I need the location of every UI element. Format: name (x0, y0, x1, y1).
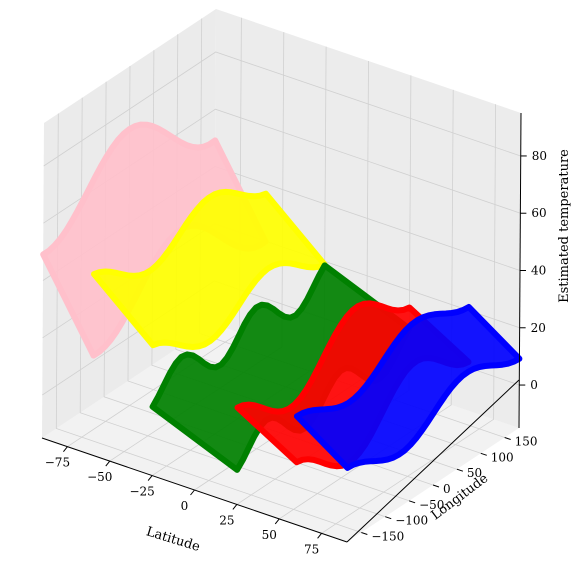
y-tick-mark (385, 516, 392, 520)
z-tick-label: 60 (531, 206, 546, 220)
x-tick-label: 0 (181, 499, 189, 513)
y-tick-mark (432, 484, 440, 488)
y-grid-line (55, 113, 362, 533)
y-tick-mark (361, 532, 368, 535)
z-tick-label: 80 (532, 149, 547, 163)
y-tick-mark (480, 452, 487, 456)
y-tick-mark (408, 500, 416, 504)
y-tick-label: −50 (419, 498, 444, 512)
y-tick-mark (504, 437, 511, 440)
z-axis-label: Estimated temperature (557, 149, 572, 303)
x-tick-mark (63, 446, 68, 452)
x-grid-line (278, 89, 454, 520)
y-tick-mark (456, 468, 464, 472)
x-tick-mark (190, 489, 195, 496)
z-tick-label: 40 (531, 264, 546, 278)
x-tick-label: 50 (262, 528, 277, 542)
x-tick-label: −25 (129, 485, 154, 499)
y-tick-label: −150 (371, 530, 404, 544)
data-points (40, 121, 523, 473)
x-tick-label: −50 (87, 470, 112, 484)
x-tick-mark (232, 504, 238, 510)
z-grid-line (43, 51, 521, 167)
y-tick-label: 50 (467, 466, 482, 480)
x-tick-label: 25 (219, 513, 234, 527)
x-tick-mark (105, 460, 111, 467)
y-tick-label: 100 (491, 450, 514, 464)
y-tick-label: 150 (515, 435, 538, 449)
x-tick-label: 75 (304, 542, 319, 556)
y-tick-label: −100 (395, 514, 428, 528)
x-tick-label: −75 (45, 456, 70, 470)
x-tick-mark (317, 533, 322, 539)
x-grid-line (321, 104, 496, 534)
x-axis-label: Latitude (144, 524, 202, 555)
x-tick-mark (274, 518, 280, 525)
z-tick-label: 0 (530, 378, 538, 392)
x-tick-mark (147, 475, 153, 481)
y-tick-label: 0 (443, 482, 451, 496)
z-tick-label: 20 (531, 321, 546, 335)
y-axis-line (346, 379, 520, 543)
